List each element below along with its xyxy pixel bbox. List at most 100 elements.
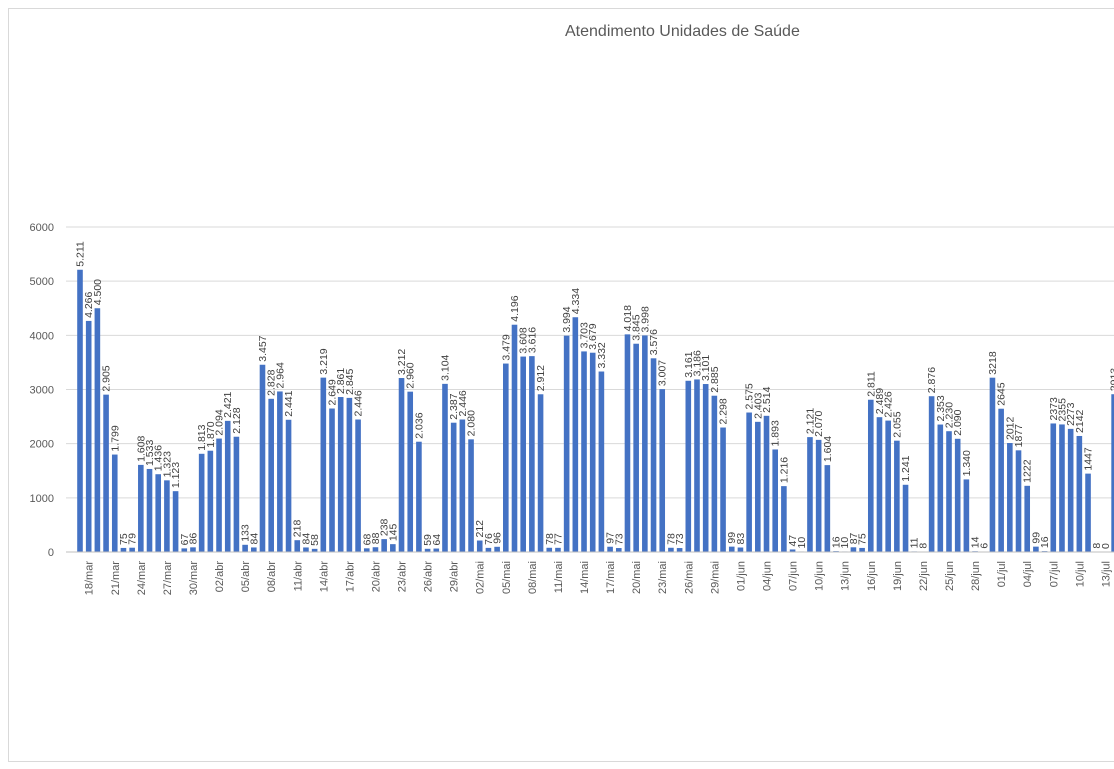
data-label: 3.457 [257,335,269,361]
bar [155,474,162,552]
bar [251,547,257,552]
data-label: 76 [483,533,495,545]
bar [737,547,744,552]
bar [181,548,188,552]
data-label: 3.479 [500,334,512,360]
bar [450,422,457,552]
bar [720,427,726,552]
bar [615,548,622,552]
data-label: 79 [127,533,139,545]
x-tick-label: 11/mai [553,561,565,593]
x-tick-label: 22/jun [918,561,930,591]
bar [207,450,214,552]
bar [789,549,796,552]
bar [381,539,387,552]
x-tick-label: 14/mai [579,561,591,594]
x-tick-label: 01/jun [735,561,747,591]
data-label: 64 [431,534,443,546]
data-label: 84 [248,533,260,545]
data-label: 1.604 [822,436,834,462]
data-label: 4.018 [622,305,634,331]
data-label: 3.703 [579,322,591,348]
data-label: 3.212 [396,349,408,375]
x-tick-label: 04/jul [1022,561,1034,587]
data-label: 10 [796,537,808,549]
x-tick-label: 16/jun [866,561,878,591]
data-label: 59 [422,534,434,546]
data-label: 96 [492,532,504,544]
bar [694,379,700,552]
bar [772,449,778,552]
x-tick-label: 07/jul [1048,561,1060,587]
bar [476,540,483,552]
data-label: 2.446 [457,390,469,416]
data-label: 3.845 [631,314,643,340]
data-label: 2.055 [891,411,903,437]
data-label: 2.575 [744,383,756,409]
bar [668,547,674,552]
data-label: 8 [917,543,929,549]
data-label: 1.813 [196,424,208,450]
data-label: 87 [848,532,860,544]
data-label: 83 [735,533,747,545]
bar [164,480,170,552]
x-tick-label: 25/jun [944,561,956,591]
data-label: 58 [309,534,321,546]
y-tick-label: 5000 [30,276,54,288]
bar [650,358,657,552]
x-tick-label: 02/mai [475,561,487,594]
bar [1050,423,1057,552]
bar [859,547,865,552]
data-label: 2012 [1004,416,1016,440]
data-label: 97 [605,532,617,544]
bar [702,384,709,552]
data-label: 2373 [1048,397,1060,421]
data-label: 2.489 [874,388,886,414]
bar [511,324,518,552]
data-label: 2142 [1074,409,1086,433]
bar [424,548,431,552]
data-label: 1.799 [109,425,121,451]
x-tick-label: 21/mar [110,561,122,596]
bar [954,438,961,552]
data-label: 2.090 [952,409,964,435]
chart-frame [8,8,1114,762]
bar [1015,450,1022,552]
x-tick-label: 08/abr [266,561,278,593]
bar [676,548,683,552]
data-label: 3.007 [657,360,669,386]
data-label: 3.332 [596,342,608,368]
data-label: 2.080 [466,410,478,436]
x-tick-label: 30/mar [188,561,200,596]
bar [598,371,605,552]
x-tick-label: 01/jul [996,561,1008,587]
bar [589,352,596,552]
data-label: 2.070 [813,410,825,436]
bar [885,420,891,552]
bar [546,547,553,552]
bar [928,396,935,552]
x-tick-label: 11/abr [292,561,304,592]
data-label: 8 [1091,543,1103,549]
x-tick-label: 23/abr [397,561,409,593]
data-label: 99 [726,532,738,544]
data-label: 3.616 [526,327,538,353]
x-tick-label: 07/jun [788,561,800,591]
bar [728,546,735,552]
data-label: 47 [787,535,799,547]
data-label: 4.334 [570,288,582,314]
x-tick-label: 29/mai [709,561,721,594]
data-label: 1877 [1013,424,1025,448]
x-tick-label: 26/mai [683,561,695,594]
data-label: 2.353 [935,395,947,421]
bar [1024,485,1031,552]
bar [468,439,474,552]
x-tick-label: 05/mai [501,561,513,594]
bar [355,419,361,552]
data-label: 2.403 [752,392,764,418]
data-label: 2.876 [926,367,938,393]
data-label: 2355 [1056,398,1068,422]
data-label: 2.649 [327,379,339,405]
data-label: 11 [909,537,921,548]
data-label: 16 [1039,536,1051,548]
